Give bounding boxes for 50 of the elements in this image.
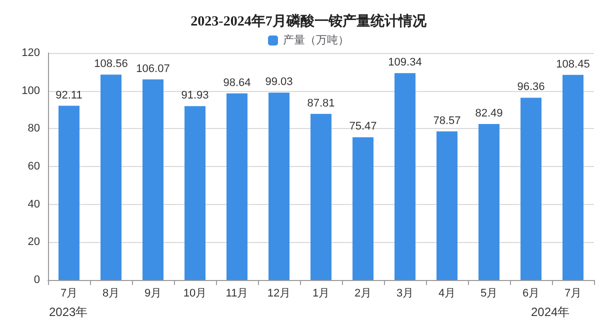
chart-title: 2023-2024年7月磷酸一铵产量统计情况	[190, 12, 428, 30]
x-tick-label: 7月	[60, 288, 78, 300]
y-tick-label: 100	[22, 84, 40, 97]
x-tick-label: 3月	[396, 288, 414, 300]
data-label: 109.34	[388, 56, 422, 69]
bar	[352, 137, 374, 280]
data-label: 87.81	[307, 97, 335, 110]
bar	[436, 131, 458, 280]
x-tick-label: 12月	[267, 288, 291, 300]
x-tick-label: 7月	[564, 288, 582, 300]
data-label: 108.45	[556, 58, 590, 70]
bar	[142, 79, 164, 280]
bar	[394, 73, 416, 280]
x-tick-label: 11月	[226, 288, 248, 300]
bar	[310, 114, 332, 280]
bar	[562, 74, 584, 280]
text: 2023年	[49, 305, 88, 319]
y-tick-label: 20	[28, 236, 40, 248]
bar	[520, 98, 542, 280]
x-tick-label: 8月	[102, 288, 120, 300]
data-label: 82.49	[475, 107, 503, 120]
legend-label: 产量（万吨）	[283, 34, 349, 46]
text: 2024年	[531, 305, 570, 319]
bar	[58, 106, 80, 280]
y-tick-label: 80	[28, 122, 40, 135]
data-label: 98.64	[223, 76, 251, 89]
y-tick-label: 60	[28, 160, 40, 172]
x-tick-label: 9月	[144, 288, 162, 300]
data-label: 78.57	[433, 114, 461, 127]
data-label: 91.93	[181, 90, 209, 102]
y-tick-label: 120	[22, 47, 40, 59]
bar	[268, 92, 290, 280]
x-tick-label: 4月	[438, 288, 456, 300]
x-tick-label: 5月	[480, 288, 498, 300]
y-tick-label: 40	[28, 198, 40, 210]
y-tick-label: 0	[34, 274, 40, 286]
bar	[478, 124, 500, 280]
x-tick-label: 2月	[354, 288, 372, 300]
data-label: 106.07	[136, 62, 170, 75]
x-tick-label: 10月	[183, 288, 207, 300]
data-label: 92.11	[56, 89, 82, 102]
x-tick-label: 6月	[522, 288, 540, 300]
data-label: 108.56	[94, 58, 128, 70]
bar	[100, 74, 122, 280]
data-label: 99.03	[265, 76, 293, 88]
bar	[184, 106, 206, 280]
data-label: 75.47	[349, 120, 377, 133]
x-tick-label: 1月	[312, 288, 330, 300]
data-label: 96.36	[517, 81, 545, 94]
bar	[226, 93, 248, 280]
